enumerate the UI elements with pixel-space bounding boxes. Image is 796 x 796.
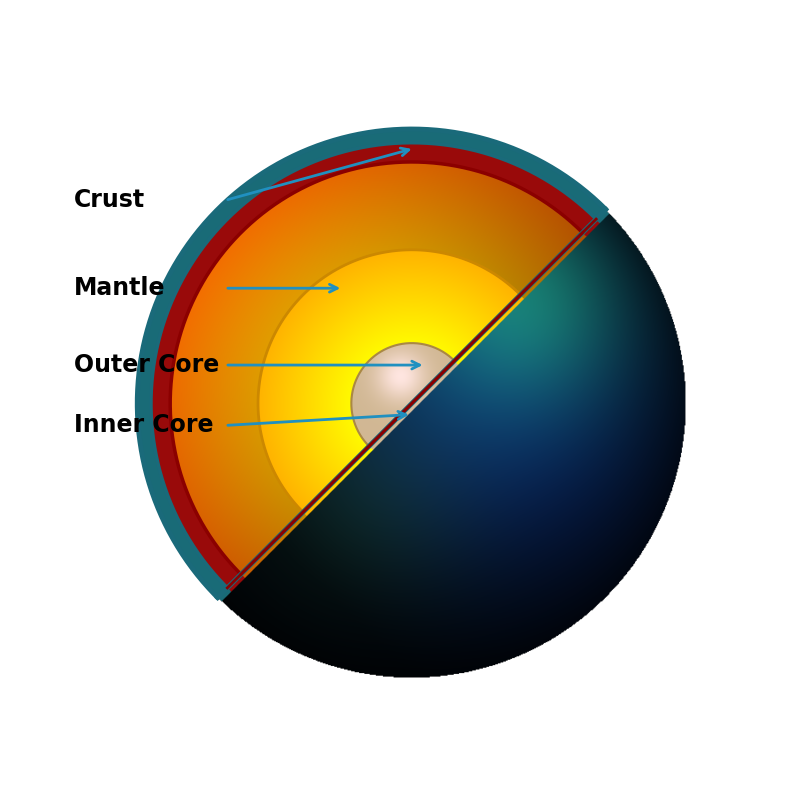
Text: Crust: Crust <box>74 189 145 213</box>
Text: Inner Core: Inner Core <box>74 413 213 438</box>
Text: Mantle: Mantle <box>74 276 166 300</box>
Text: Outer Core: Outer Core <box>74 353 220 377</box>
